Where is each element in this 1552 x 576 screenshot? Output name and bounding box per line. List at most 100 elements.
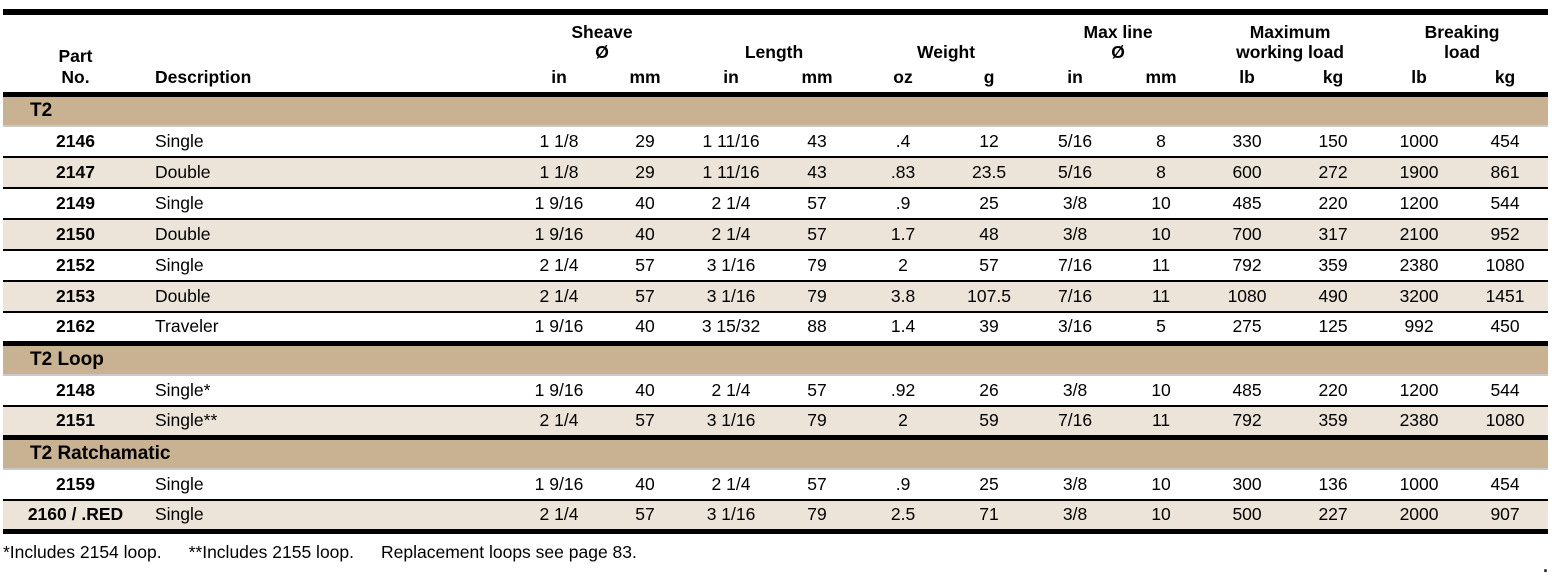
unit-label: kg: [1290, 67, 1377, 97]
value-cell: 7/16: [1032, 405, 1119, 438]
value-cell: 275: [1204, 311, 1291, 344]
value-cell: 57: [602, 249, 689, 282]
value-cell: 8: [1156, 131, 1166, 152]
value-cell: 1 9/16: [516, 218, 602, 251]
value-cell: 2 1/4: [711, 474, 751, 495]
group-label-line: Ø: [1111, 42, 1125, 63]
unit-label: in: [1032, 67, 1119, 97]
value-cell: 792: [1204, 405, 1291, 438]
value-cell: 40: [602, 187, 689, 220]
value-cell: 2 1/4: [711, 380, 751, 401]
value-cell: 7/16: [1032, 280, 1119, 313]
value-cell: 544: [1490, 380, 1520, 401]
section-header-row: T2 Ratchamatic: [3, 434, 1549, 471]
value-cell: 150: [1318, 131, 1348, 152]
value-cell: 600: [1204, 156, 1291, 189]
value-cell: 907: [1462, 499, 1549, 534]
value-cell: 10: [1118, 499, 1205, 534]
value-cell: 992: [1376, 311, 1463, 344]
value-cell: 57: [602, 499, 689, 534]
group-label-line: Max line: [1083, 21, 1153, 42]
value-cell: 2100: [1376, 218, 1463, 251]
value-cell: 1900: [1376, 156, 1463, 189]
value-cell: 3/8: [1062, 474, 1088, 495]
footnote-item: *Includes 2154 loop.: [3, 542, 162, 562]
value-cell: 544: [1462, 187, 1549, 220]
value-cell: 107.5: [946, 280, 1033, 313]
value-cell: 1 9/16: [534, 380, 584, 401]
value-cell: 10: [1118, 218, 1205, 251]
group-label-line: Weight: [917, 42, 976, 63]
section-header-row: T2 Loop: [3, 340, 1549, 377]
value-cell: 40: [602, 218, 689, 251]
header-group-row: Part No. Description Sheave Ø Length Wei…: [3, 15, 1548, 87]
value-cell: 57: [774, 218, 861, 251]
value-cell: 59: [946, 405, 1033, 438]
description-cell: Single: [155, 474, 204, 495]
description-cell: Single: [148, 249, 516, 282]
value-cell: 40: [602, 311, 689, 344]
part-number-cell: 2159: [56, 474, 95, 495]
value-cell: .92: [890, 380, 916, 401]
data-row: 2148 Single* 1 9/16 40 2 1/4 57 .92 26 3/8 10 485 2…: [3, 375, 1548, 406]
value-cell: 57: [807, 380, 827, 401]
value-cell: 3/8: [1032, 218, 1119, 251]
value-cell: 10: [1151, 380, 1171, 401]
data-row: 2160 / .RED Single 2 1/4 57 3 1/16 79 2.5 71 3/8…: [3, 499, 1549, 534]
section-title: T2: [3, 91, 1549, 128]
value-cell: 2 1/4: [516, 499, 602, 534]
value-cell: 454: [1490, 474, 1520, 495]
unit-label: lb: [1204, 67, 1291, 97]
value-cell: 40: [635, 380, 655, 401]
description-cell: Single**: [148, 405, 516, 438]
value-cell: 57: [602, 280, 689, 313]
description-cell: Single: [148, 499, 516, 534]
unit-label: in: [688, 67, 775, 97]
value-cell: 1080: [1204, 280, 1291, 313]
stray-period: .: [1542, 556, 1548, 576]
part-number-cell: 2152: [3, 249, 148, 282]
col-group-length: Length: [688, 15, 860, 67]
value-cell: 57: [807, 474, 827, 495]
part-number-cell: 2162: [3, 311, 148, 344]
unit-label: lb: [1376, 67, 1463, 97]
value-cell: 359: [1290, 249, 1377, 282]
value-cell: 1 1/8: [516, 156, 602, 189]
section-title: T2 Loop: [3, 340, 1549, 377]
unit-label: kg: [1462, 67, 1549, 97]
description-cell: Traveler: [148, 311, 516, 344]
value-cell: 952: [1462, 218, 1549, 251]
value-cell: 1 9/16: [516, 187, 602, 220]
table-body: T2 2146 Single 1 1/8 29 1 11/16 43.4 12 5/16 8 330…: [3, 91, 1549, 534]
value-cell: 454: [1490, 131, 1520, 152]
value-cell: 23.5: [946, 156, 1033, 189]
value-cell: 2 1/4: [516, 249, 602, 282]
data-row: 2151 Single** 2 1/4 57 3 1/16 79 2 59 7/16 11 792 3…: [3, 405, 1549, 438]
value-cell: 490: [1290, 280, 1377, 313]
footnote-item: Replacement loops see page 83.: [381, 542, 637, 562]
value-cell: 136: [1318, 474, 1348, 495]
value-cell: 1 9/16: [516, 311, 602, 344]
value-cell: 3 1/16: [688, 499, 775, 534]
top-rule: [3, 9, 1548, 15]
value-cell: 3 1/16: [688, 249, 775, 282]
unit-label: mm: [1118, 67, 1205, 97]
value-cell: 359: [1290, 405, 1377, 438]
value-cell: 57: [774, 187, 861, 220]
col-group-max-working-load: Maximum working load: [1204, 15, 1376, 67]
value-cell: 1 9/16: [534, 474, 584, 495]
unit-label: mm: [774, 67, 861, 97]
value-cell: 3/8: [1032, 499, 1119, 534]
value-cell: 29: [602, 156, 689, 189]
value-cell: 227: [1290, 499, 1377, 534]
value-cell: 5/16: [1058, 131, 1093, 152]
value-cell: 317: [1290, 218, 1377, 251]
section-title: T2 Ratchamatic: [3, 434, 1549, 471]
value-cell: 25: [946, 187, 1033, 220]
value-cell: 125: [1290, 311, 1377, 344]
value-cell: .83: [860, 156, 947, 189]
value-cell: 57: [946, 249, 1033, 282]
section-header-row: T2: [3, 91, 1549, 128]
data-row: 2146 Single 1 1/8 29 1 11/16 43 .4 12 5/16 8 330 15…: [3, 126, 1548, 157]
col-group-sheave-diameter: Sheave Ø: [516, 15, 688, 67]
